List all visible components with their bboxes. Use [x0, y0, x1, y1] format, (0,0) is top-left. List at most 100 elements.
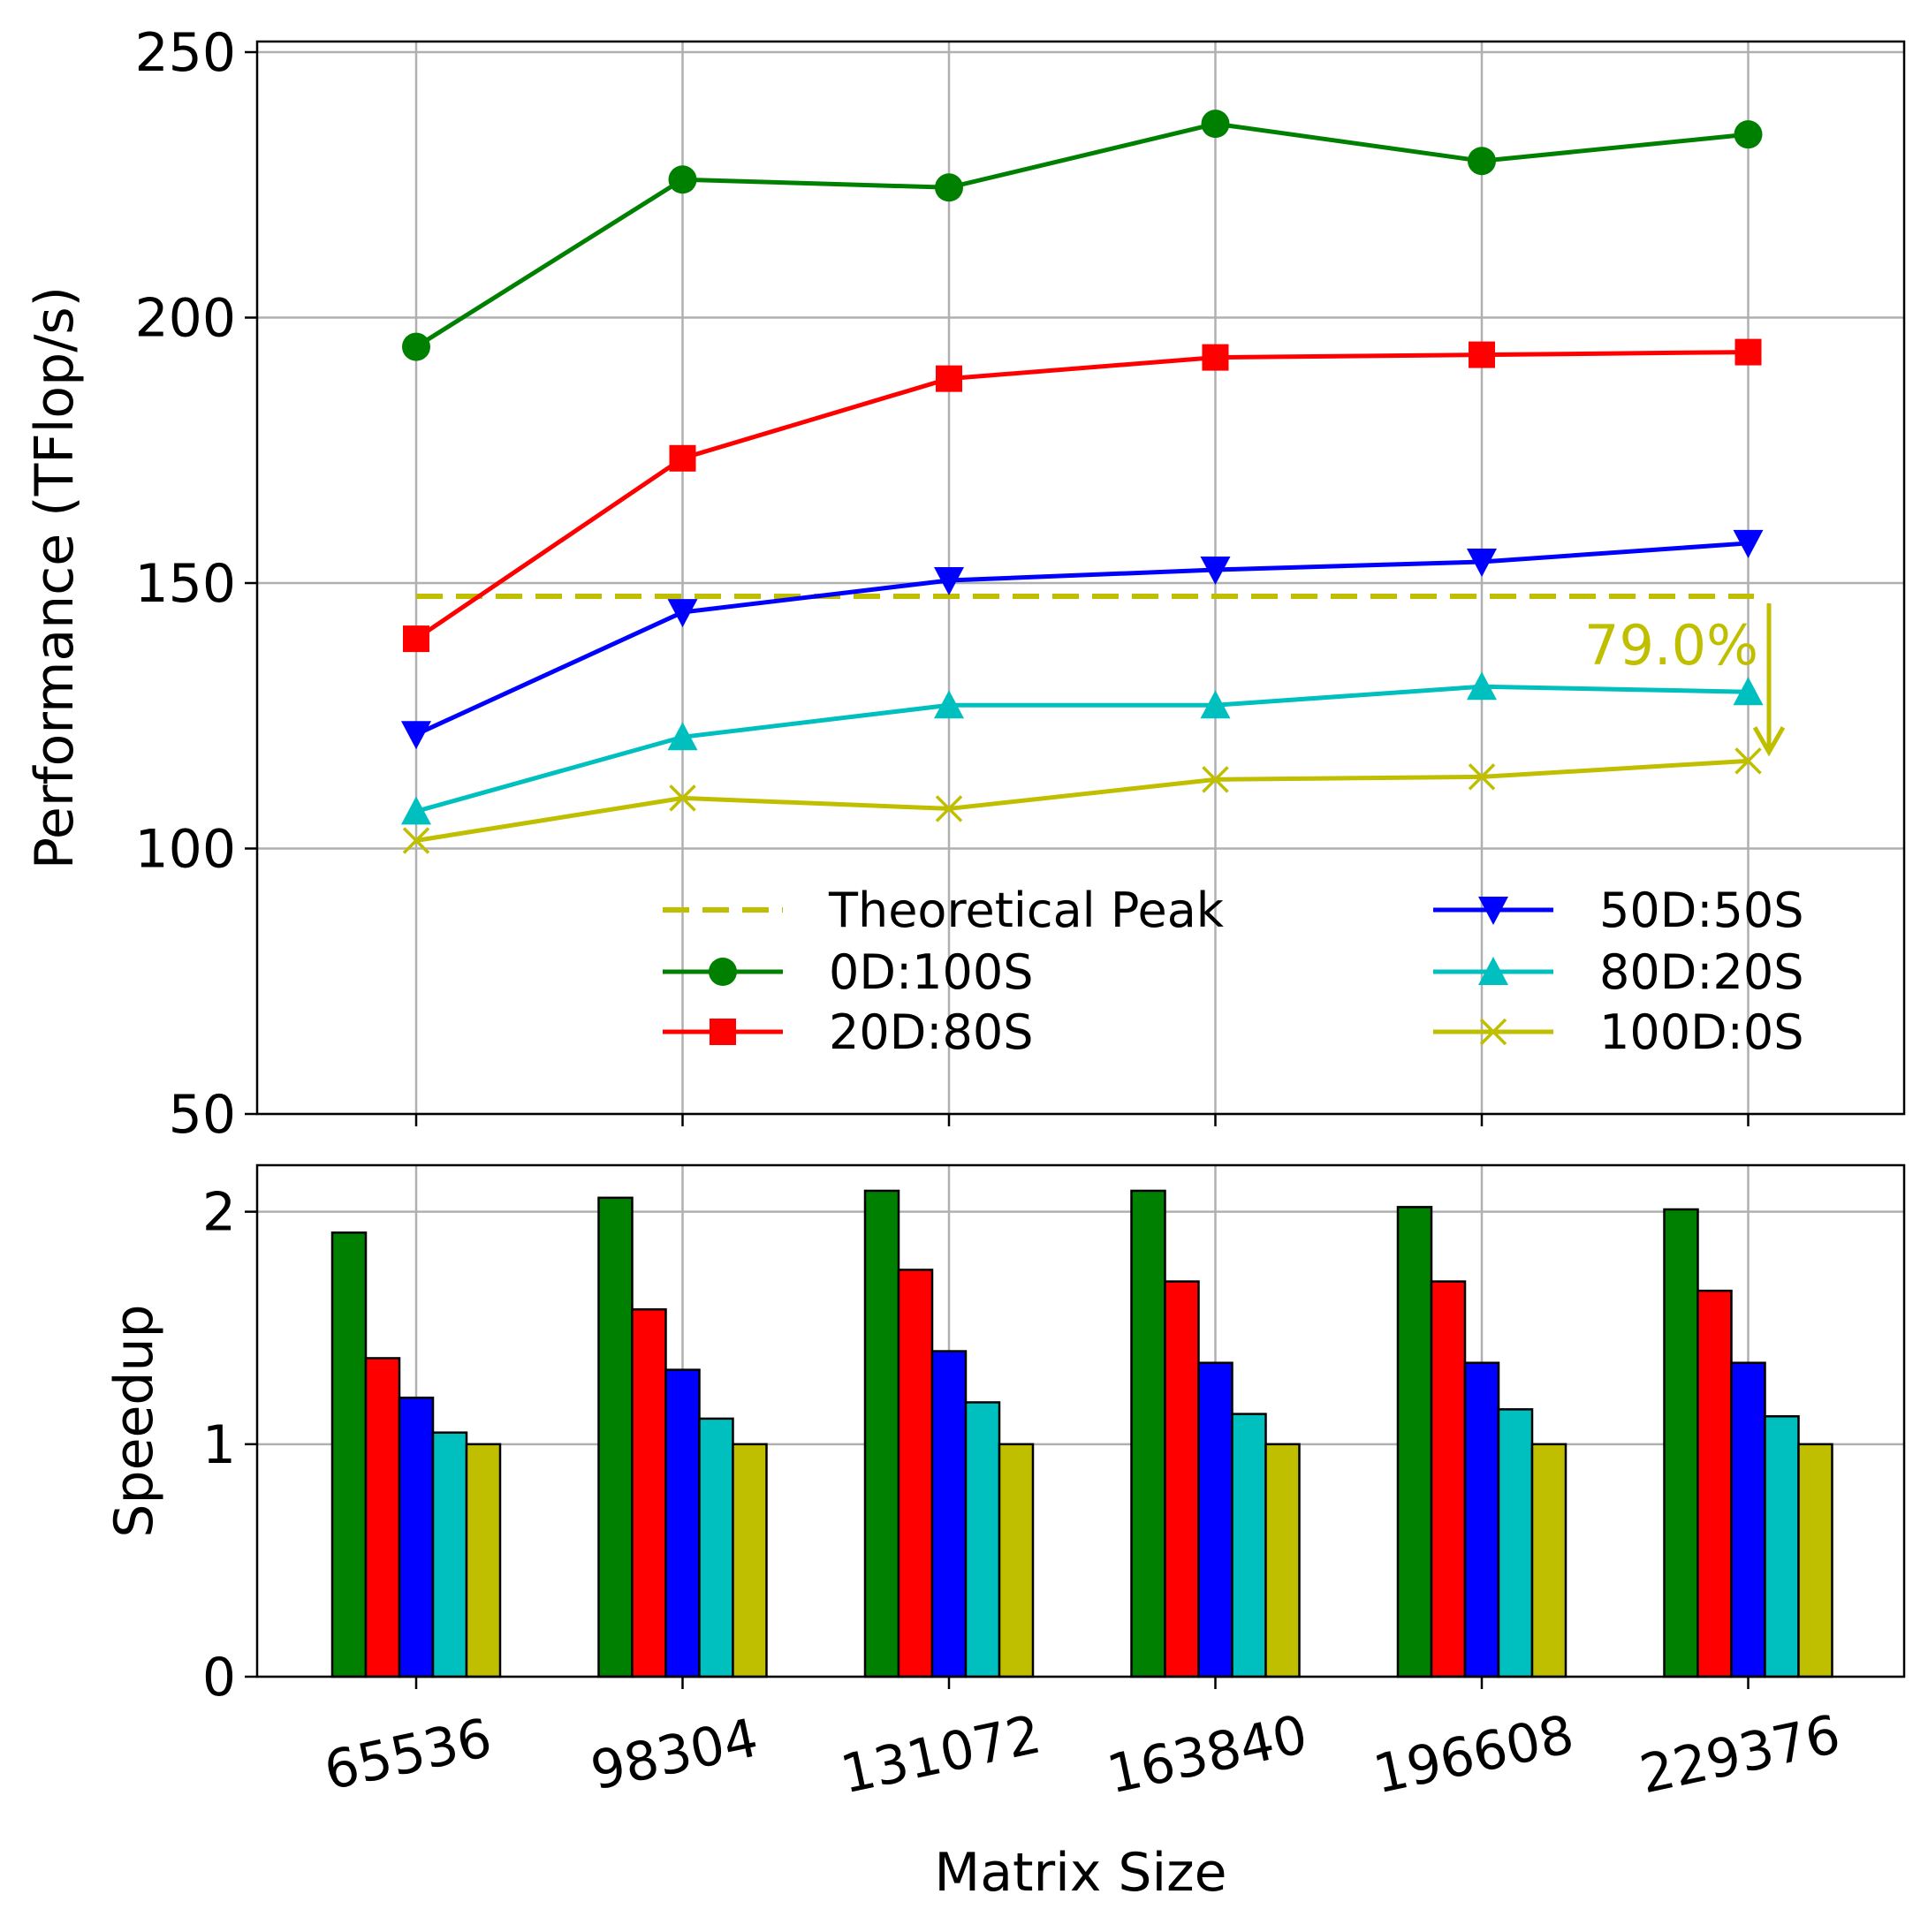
top-series — [401, 110, 1764, 854]
bar-100D:0S — [732, 1443, 768, 1678]
bar-0D:100S — [330, 1231, 368, 1678]
legend-label: 0D:100S — [829, 944, 1033, 1000]
bar-0D:100S — [597, 1196, 634, 1678]
legend-entry: 50D:50S — [1433, 883, 1803, 938]
top-y-tick-label: 150 — [134, 553, 236, 615]
bar-50D:50S — [398, 1396, 435, 1678]
bar-20D:80S — [1164, 1280, 1200, 1678]
bottom-bars — [330, 1189, 1833, 1678]
bar-100D:0S — [1797, 1443, 1833, 1678]
bottom-x-ticks: 65536 98304 131072 163840 196608 229376 — [319, 1677, 1846, 1806]
triangle-up-marker — [1478, 957, 1508, 985]
bar-80D:20S — [698, 1417, 734, 1678]
bottom-plot-frame — [255, 1163, 1906, 1678]
top-x-ticks — [414, 1114, 1750, 1126]
bar-100D:0S — [465, 1443, 502, 1678]
bottom-x-axis-title: Matrix Size — [934, 1842, 1226, 1904]
bar-100D:0S — [998, 1443, 1035, 1678]
bar-0D:100S — [1130, 1189, 1166, 1678]
triangle-up-marker — [401, 796, 431, 825]
bottom-y-ticks: 0 1 2 — [202, 1182, 257, 1708]
x-marker-stroke — [1468, 763, 1496, 791]
annotation-label: 79.0% — [1584, 613, 1758, 678]
x-tick-label: 196608 — [1369, 1703, 1580, 1806]
top-y-tick-label: 250 — [134, 22, 236, 84]
bar-20D:80S — [631, 1307, 667, 1678]
triangle-up-marker — [1733, 677, 1764, 706]
series-100D:0S — [402, 747, 1762, 854]
triangle-down-marker — [1467, 548, 1497, 577]
bar-100D:0S — [1530, 1443, 1567, 1678]
annotation-arrow-head — [1752, 726, 1786, 757]
triangle-up-marker — [667, 722, 698, 751]
legend-entry: 20D:80S — [663, 1004, 1033, 1060]
x-marker-stroke — [1479, 1018, 1507, 1046]
top-y-tick-label: 200 — [134, 288, 236, 350]
circle-marker — [935, 173, 963, 202]
bar-80D:20S — [1764, 1414, 1800, 1678]
triangle-down-marker — [934, 567, 964, 596]
series-line — [414, 350, 1749, 641]
triangle-up-marker — [1200, 690, 1231, 719]
bar-0D:100S — [1396, 1206, 1433, 1678]
bar-20D:80S — [364, 1357, 401, 1678]
legend-label: 80D:20S — [1599, 944, 1803, 1000]
square-marker — [1734, 338, 1762, 366]
triangle-up-marker — [934, 690, 964, 719]
square-marker — [1469, 341, 1495, 368]
square-marker — [669, 444, 696, 472]
bar-50D:50S — [664, 1368, 701, 1678]
x-marker-stroke — [402, 827, 430, 854]
x-marker-stroke — [1734, 747, 1762, 775]
legend-label: 100D:0S — [1599, 1004, 1803, 1060]
peak-annotation: 79.0% — [1584, 603, 1786, 757]
top-y-axis-title: Performance (TFlop/s) — [24, 286, 86, 869]
triangle-down-marker — [1733, 529, 1764, 558]
bar-50D:50S — [1197, 1361, 1233, 1678]
legend-label: Theoretical Peak — [828, 883, 1225, 938]
circle-marker — [709, 958, 737, 986]
top-plot-frame — [255, 40, 1906, 1116]
bottom-y-tick-label: 2 — [202, 1182, 236, 1244]
bar-80D:20S — [964, 1401, 1001, 1678]
bottom-y-axis-title: Speedup — [103, 1304, 165, 1537]
legend-entry: 100D:0S — [1433, 1004, 1803, 1060]
series-line — [415, 684, 1749, 814]
top-y-tick-label: 50 — [169, 1084, 236, 1146]
bar-20D:80S — [897, 1269, 934, 1678]
circle-marker — [668, 165, 697, 194]
square-marker — [710, 1019, 736, 1045]
circle-marker — [1734, 120, 1763, 149]
bar-80D:20S — [431, 1431, 468, 1678]
legend-entry: 0D:100S — [663, 944, 1033, 1000]
series-0D:100S — [402, 110, 1763, 361]
series-20D:80S — [403, 338, 1762, 653]
series-line — [415, 758, 1749, 843]
series-line — [414, 541, 1749, 737]
x-marker-stroke — [669, 784, 696, 812]
bottom-y-tick-label: 0 — [202, 1647, 236, 1708]
bar-0D:100S — [863, 1189, 900, 1678]
triangle-up-marker — [1467, 671, 1497, 701]
triangle-down-marker — [667, 599, 698, 628]
series-50D:50S — [401, 529, 1764, 750]
top-y-ticks: 50 100 150 200 250 — [134, 22, 257, 1146]
triangle-down-marker — [1200, 556, 1231, 585]
legend-label: 20D:80S — [829, 1004, 1033, 1060]
bar-50D:50S — [1463, 1361, 1500, 1678]
x-tick-label: 163840 — [1102, 1703, 1313, 1806]
bar-0D:100S — [1663, 1208, 1699, 1678]
series-80D:20S — [401, 671, 1764, 825]
bar-50D:50S — [930, 1350, 968, 1678]
bottom-grid — [257, 1165, 1904, 1678]
bar-20D:80S — [1696, 1289, 1733, 1678]
bar-80D:20S — [1231, 1413, 1267, 1678]
square-marker — [403, 625, 429, 653]
bar-100D:0S — [1264, 1443, 1301, 1678]
x-tick-label: 65536 — [319, 1707, 497, 1802]
bar-20D:80S — [1430, 1280, 1467, 1678]
top-y-tick-label: 100 — [134, 819, 236, 881]
x-tick-label: 229376 — [1635, 1703, 1846, 1806]
